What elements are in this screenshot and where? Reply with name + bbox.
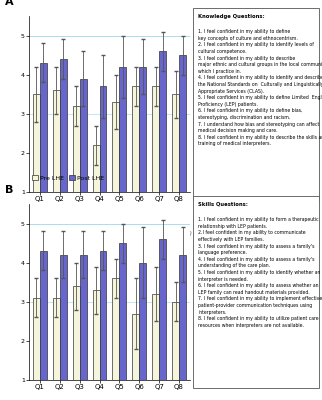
- Bar: [73, 286, 80, 400]
- Bar: [99, 86, 107, 231]
- Text: Knowledge Questions:: Knowledge Questions:: [198, 14, 265, 19]
- Bar: [80, 78, 87, 231]
- Bar: [172, 94, 179, 231]
- Bar: [159, 239, 166, 400]
- Bar: [33, 94, 40, 231]
- Bar: [73, 106, 80, 231]
- Bar: [40, 63, 47, 231]
- Bar: [152, 86, 159, 231]
- Bar: [119, 67, 126, 231]
- Text: 1. I feel confident in my ability to define
key concepts of culture and ethnocen: 1. I feel confident in my ability to def…: [198, 29, 322, 146]
- Text: 1. I feel confident in my ability to form a therapeutic
relationship with LEP pa: 1. I feel confident in my ability to for…: [198, 217, 322, 328]
- Legend: Pre LHE, Post LHE: Pre LHE, Post LHE: [32, 176, 104, 181]
- Text: A: A: [5, 0, 14, 7]
- Bar: [132, 86, 139, 231]
- Bar: [139, 263, 146, 400]
- Text: B: B: [5, 185, 13, 195]
- Bar: [172, 302, 179, 400]
- Bar: [159, 51, 166, 231]
- Bar: [112, 278, 119, 400]
- Bar: [53, 90, 60, 231]
- Bar: [93, 290, 99, 400]
- Bar: [33, 298, 40, 400]
- Bar: [93, 145, 99, 231]
- Bar: [60, 59, 67, 231]
- Bar: [60, 255, 67, 400]
- Bar: [179, 255, 186, 400]
- Bar: [53, 298, 60, 400]
- Text: * Pre-post score comparisons were statistically signficant (p<0.01) for all ques: * Pre-post score comparisons were statis…: [29, 231, 234, 236]
- Text: Skills Questions:: Skills Questions:: [198, 202, 248, 207]
- Bar: [119, 243, 126, 400]
- FancyBboxPatch shape: [193, 196, 319, 388]
- Bar: [40, 251, 47, 400]
- Bar: [152, 294, 159, 400]
- Bar: [179, 55, 186, 231]
- FancyBboxPatch shape: [193, 8, 319, 200]
- Bar: [80, 255, 87, 400]
- Bar: [139, 67, 146, 231]
- Bar: [132, 314, 139, 400]
- Bar: [99, 251, 107, 400]
- Bar: [112, 102, 119, 231]
